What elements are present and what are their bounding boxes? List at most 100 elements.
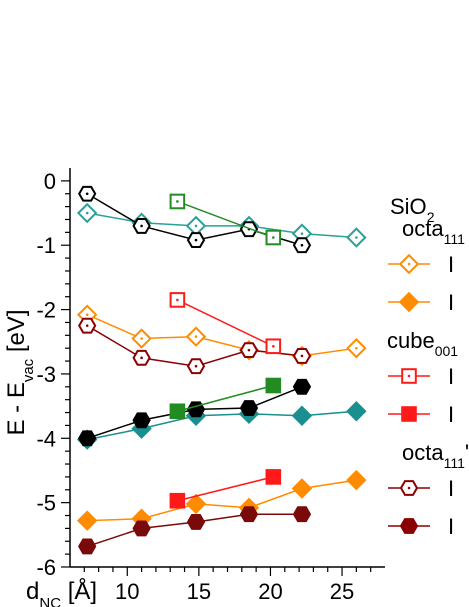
- legend-group-title: octa111',: [402, 440, 469, 471]
- series-line: [177, 200, 274, 239]
- data-point-shape: [186, 514, 206, 530]
- data-point: [239, 342, 259, 359]
- series-11: [169, 469, 282, 509]
- legend-label: I: [448, 252, 454, 277]
- data-point: [132, 520, 151, 537]
- data-point-shape: [265, 469, 282, 485]
- data-point: [185, 493, 207, 515]
- data-point-shape: [291, 478, 313, 499]
- data-point-shape: [265, 377, 282, 394]
- data-point-dot: [194, 238, 198, 242]
- data-point-dot: [272, 236, 275, 239]
- series-line: [177, 476, 274, 502]
- data-point: [291, 405, 313, 426]
- data-point-dot: [140, 337, 143, 340]
- y-tick-label: -5: [36, 491, 56, 516]
- y-axis-title: E - Evac [eV]: [3, 309, 37, 435]
- x-tick-label: 15: [187, 579, 211, 604]
- data-point-shape: [346, 469, 367, 491]
- legend-marker: [401, 406, 417, 422]
- series-8: [169, 377, 282, 420]
- data-point-shape: [132, 412, 151, 429]
- series-9: [76, 469, 367, 531]
- data-point-dot: [85, 313, 89, 317]
- data-point-dot: [300, 354, 304, 358]
- legend-label: I: [448, 290, 454, 315]
- data-point-dot: [85, 192, 89, 196]
- legend-marker: [401, 368, 417, 384]
- data-point-dot: [272, 344, 275, 348]
- data-point: [291, 478, 313, 499]
- data-point: [239, 506, 259, 523]
- legend-marker-shape: [401, 406, 417, 422]
- data-point: [346, 401, 367, 422]
- data-point: [292, 506, 312, 523]
- series-5: [169, 292, 282, 355]
- series-line: [177, 384, 274, 412]
- series-layer: [76, 185, 367, 555]
- legend-marker-shape: [399, 518, 419, 534]
- data-point: [265, 229, 282, 246]
- y-tick-label: -1: [36, 233, 56, 258]
- series-line: [87, 212, 357, 239]
- data-point: [186, 358, 206, 375]
- series-3: [76, 304, 367, 367]
- data-point-dot: [140, 356, 143, 360]
- data-point: [292, 347, 312, 364]
- legend-label: I: [448, 364, 454, 389]
- data-point-dot: [247, 348, 251, 352]
- x-tick-label: 25: [330, 579, 354, 604]
- axes: 0 -1 -2 -3 -4 -5 -6 10 15 20 25 dNC [Å] E - Evac [eV…: [3, 168, 385, 607]
- data-point-shape: [292, 378, 312, 395]
- data-point: [186, 232, 206, 249]
- data-point: [346, 227, 367, 248]
- data-point-dot: [140, 224, 143, 228]
- data-point: [292, 237, 312, 254]
- data-point-dot: [194, 364, 198, 368]
- series-line: [87, 479, 357, 522]
- legend-group-title: cube001: [387, 328, 458, 359]
- data-point-dot: [300, 243, 304, 247]
- series-10: [78, 506, 312, 555]
- legend-marker-dot: [407, 262, 411, 266]
- data-point: [131, 328, 152, 349]
- legend-marker: [399, 518, 419, 534]
- legend-marker-dot: [407, 374, 411, 378]
- data-point: [132, 412, 151, 429]
- y-tick-label: -6: [36, 555, 56, 580]
- data-point-shape: [169, 492, 186, 509]
- data-point: [346, 337, 367, 359]
- series-line: [177, 299, 274, 347]
- series-2: [169, 193, 282, 246]
- data-point-shape: [346, 401, 367, 422]
- data-point: [78, 430, 97, 447]
- data-point-shape: [78, 430, 97, 447]
- data-point-shape: [239, 400, 259, 416]
- y-tick-label: -4: [36, 426, 56, 451]
- legend-group-title: SiO2: [390, 194, 435, 225]
- y-tick-label: -2: [36, 298, 56, 323]
- data-point-dot: [355, 346, 358, 350]
- data-point-dot: [176, 200, 179, 203]
- data-point-dot: [176, 298, 179, 302]
- data-point-shape: [291, 405, 313, 426]
- series-7: [78, 378, 312, 447]
- y-tick-label: -3: [36, 362, 56, 387]
- legend-group-title: octa111: [402, 216, 465, 247]
- data-point-dot: [85, 211, 89, 215]
- data-point: [76, 202, 98, 224]
- data-point: [186, 514, 206, 530]
- data-point-shape: [76, 510, 98, 531]
- data-point-dot: [85, 324, 89, 327]
- data-point: [292, 378, 312, 395]
- data-point-shape: [292, 506, 312, 523]
- x-axis-title: dNC [Å]: [26, 577, 97, 607]
- legend-label: I: [448, 514, 454, 539]
- legend-label: I: [448, 402, 454, 427]
- data-point: [346, 469, 367, 491]
- x-tick-label: 20: [258, 579, 282, 604]
- data-point-shape: [132, 520, 151, 537]
- legend-marker-shape: [398, 291, 420, 313]
